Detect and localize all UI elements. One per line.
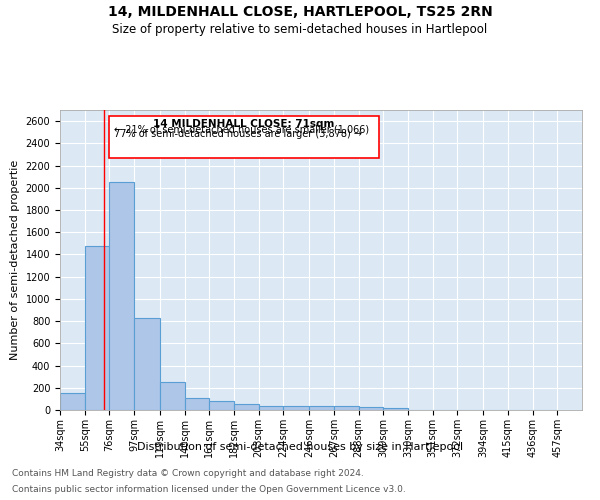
Text: 14, MILDENHALL CLOSE, HARTLEPOOL, TS25 2RN: 14, MILDENHALL CLOSE, HARTLEPOOL, TS25 2… [107,5,493,19]
Bar [309,406,334,410]
FancyBboxPatch shape [109,116,379,158]
Bar [185,398,209,410]
Bar [85,246,109,410]
Bar [359,407,383,410]
Bar [383,408,408,410]
Y-axis label: Number of semi-detached propertie: Number of semi-detached propertie [10,160,20,360]
Bar [283,406,309,410]
Bar [109,182,134,410]
Text: Distribution of semi-detached houses by size in Hartlepool: Distribution of semi-detached houses by … [137,442,463,452]
Text: 14 MILDENHALL CLOSE: 71sqm: 14 MILDENHALL CLOSE: 71sqm [154,119,335,129]
Bar [60,394,85,410]
Bar [259,406,283,410]
Text: Contains HM Land Registry data © Crown copyright and database right 2024.: Contains HM Land Registry data © Crown c… [12,468,364,477]
Text: ← 21% of semi-detached houses are smaller (1,066): ← 21% of semi-detached houses are smalle… [114,124,369,134]
Text: Contains public sector information licensed under the Open Government Licence v3: Contains public sector information licen… [12,485,406,494]
Bar [134,318,160,410]
Bar [334,406,359,410]
Text: Size of property relative to semi-detached houses in Hartlepool: Size of property relative to semi-detach… [112,22,488,36]
Text: 77% of semi-detached houses are larger (3,878) →: 77% of semi-detached houses are larger (… [114,129,362,139]
Bar [234,404,259,410]
Bar [209,401,234,410]
Bar [160,382,185,410]
